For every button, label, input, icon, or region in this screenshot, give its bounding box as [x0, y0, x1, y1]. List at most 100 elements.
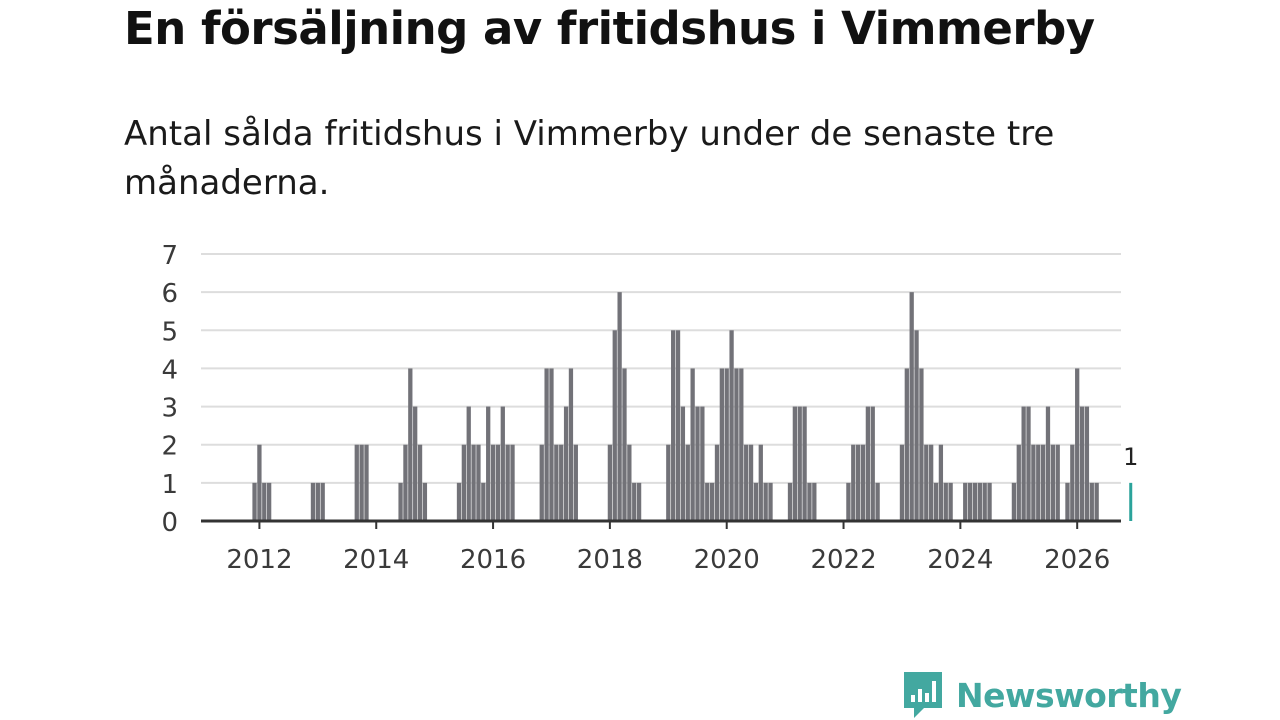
bar: [422, 482, 428, 521]
x-tick-label: 2022: [810, 545, 876, 575]
bar: [1075, 368, 1080, 521]
bar: [671, 330, 676, 521]
bar: [554, 444, 559, 521]
bar: [364, 444, 369, 521]
page-title: En försäljning av fritidshus i Vimmerby: [124, 2, 1095, 55]
bar: [417, 444, 423, 521]
bar: [1089, 482, 1094, 521]
y-tick-label: 5: [161, 317, 178, 347]
bar: [714, 444, 720, 521]
bar: [354, 444, 359, 521]
bar: [758, 444, 763, 521]
x-tick-label: 2014: [343, 545, 409, 575]
bar: [612, 330, 617, 521]
bar: [1021, 406, 1026, 521]
bar: [359, 444, 364, 521]
bar: [977, 482, 982, 521]
bar: [573, 444, 578, 521]
bar: [933, 482, 939, 521]
bar: [510, 444, 515, 521]
bar: [870, 406, 875, 521]
bar: [914, 330, 919, 521]
bar: [865, 406, 871, 521]
highlight-data-label: 1: [1123, 443, 1138, 471]
bar: [466, 406, 471, 521]
bar: [797, 406, 802, 521]
bar: [948, 482, 953, 521]
bar: [860, 444, 866, 521]
bar: [846, 482, 851, 521]
bar: [461, 444, 466, 521]
bar: [632, 482, 637, 521]
y-tick-label: 6: [161, 279, 178, 309]
gridlines: [201, 253, 1121, 484]
bar: [413, 406, 418, 521]
bar: [320, 482, 325, 521]
bar: [972, 482, 978, 521]
bar: [807, 482, 812, 521]
newsworthy-logo-icon: [904, 672, 942, 718]
bar: [856, 444, 861, 521]
bar: [690, 368, 695, 521]
bar: [1026, 406, 1031, 521]
bar: [919, 368, 924, 521]
bar: [987, 482, 992, 521]
bar: [739, 368, 744, 521]
bar: [471, 444, 476, 521]
bar: [563, 406, 569, 521]
bar: [724, 368, 729, 521]
bar: [1084, 406, 1090, 521]
y-tick-label: 4: [161, 355, 178, 385]
bar: [768, 482, 773, 521]
bar: [729, 330, 734, 521]
bar: [851, 444, 856, 521]
chart-subtitle: Antal sålda fritidshus i Vimmerby under …: [124, 114, 1055, 203]
bar: [500, 406, 505, 521]
bar: [267, 482, 272, 521]
bar: [1079, 406, 1085, 521]
bar: [705, 482, 710, 521]
bar: [310, 482, 316, 521]
bar: [802, 406, 807, 521]
x-tick-label: 2018: [577, 545, 643, 575]
y-tick-label: 1: [161, 470, 178, 500]
bar: [486, 406, 491, 521]
bar: [719, 368, 724, 521]
bar: [899, 444, 905, 521]
bar: [1040, 444, 1046, 521]
bar: [262, 482, 267, 521]
bar: [559, 444, 564, 521]
bar: [495, 444, 501, 521]
bar: [675, 330, 681, 521]
bar: [792, 406, 798, 521]
bar: [924, 444, 929, 521]
bar: [875, 482, 880, 521]
bar: [1055, 444, 1060, 521]
brand-name: Newsworthy: [956, 675, 1182, 715]
bar: [1094, 482, 1099, 521]
newsworthy-logo: Newsworthy: [902, 670, 1182, 720]
bar: [1016, 444, 1021, 521]
bar: [744, 444, 749, 521]
bar: [734, 368, 739, 521]
bar: [666, 444, 671, 521]
bar: [943, 482, 948, 521]
bar: [753, 482, 759, 521]
bar: [1011, 482, 1017, 521]
bar: [1031, 444, 1036, 521]
y-tick-label: 2: [161, 432, 178, 462]
bar: [607, 444, 613, 521]
bar: [403, 444, 408, 521]
bar: [398, 482, 403, 521]
bar: [481, 482, 486, 521]
bar: [695, 406, 700, 521]
bar: [787, 482, 793, 521]
bars: [252, 292, 1133, 521]
x-tick-label: 2024: [927, 545, 993, 575]
bar: [636, 482, 642, 521]
y-tick-label: 7: [161, 241, 178, 271]
bar: [685, 444, 690, 521]
bar: [490, 444, 496, 521]
bar: [812, 482, 817, 521]
